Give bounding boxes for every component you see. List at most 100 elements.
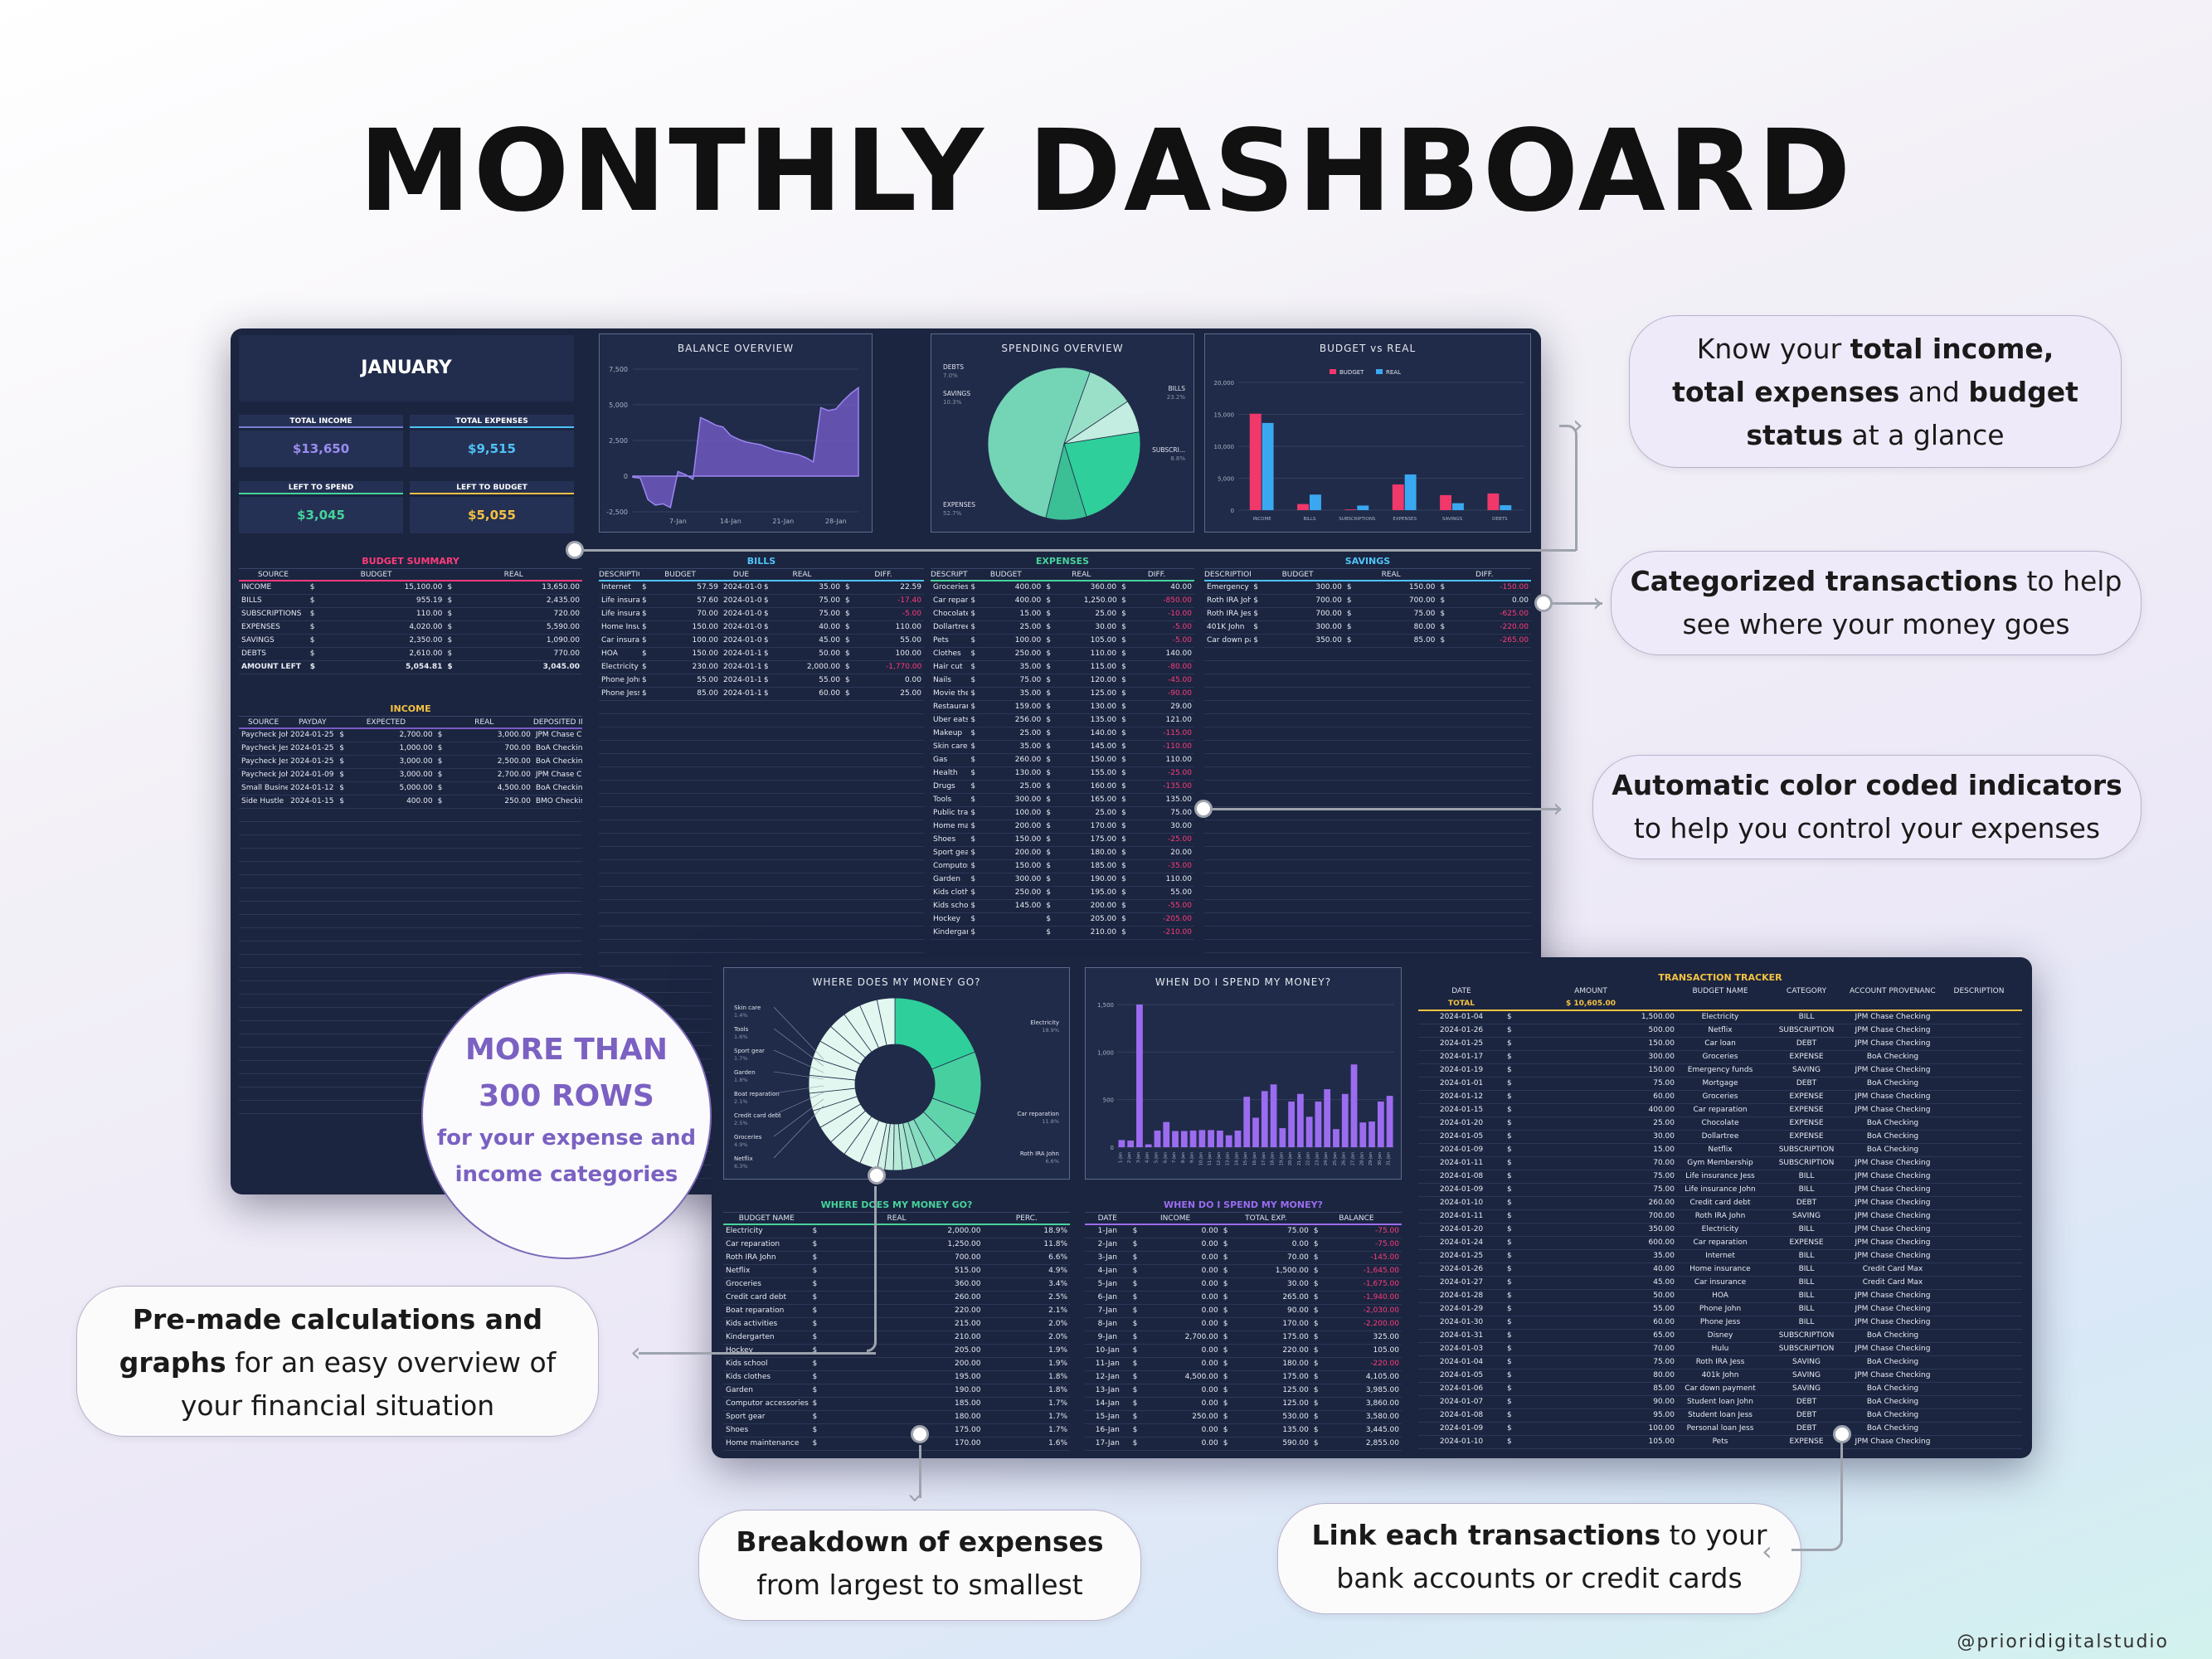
y-tick-label: 1,000 bbox=[1097, 1049, 1114, 1056]
table-cell: 0.00 bbox=[1484, 594, 1531, 608]
table-cell: 3,000.00 bbox=[386, 755, 435, 769]
table-cell: Home maintenance bbox=[931, 820, 969, 834]
table-row: 16-Jan $0.00 $135.00 $3,445.00 bbox=[1085, 1423, 1402, 1438]
table-cell: $ bbox=[1251, 594, 1298, 608]
table-row: Computor accessories$150.00$185.00$-35.0… bbox=[931, 859, 1194, 873]
day-bar bbox=[1136, 1005, 1143, 1147]
table-row: 2024-01-20 $25.00 Chocolate EXPENSE BoA Chec… bbox=[1418, 1117, 2022, 1131]
table-cell: 2024-01-17 bbox=[1418, 1050, 1505, 1064]
table-cell: Kids clothes bbox=[723, 1370, 810, 1384]
table-cell: JPM Chase Checking bbox=[1850, 1090, 1936, 1104]
table-cell: BoA Checking bbox=[532, 742, 582, 756]
table-cell: 2024-01-05 bbox=[721, 581, 761, 595]
table-cell bbox=[1936, 1289, 2022, 1303]
table-cell: $ bbox=[809, 1317, 897, 1331]
table-row: Life insurance John$70.002024-01-07$75.0… bbox=[599, 607, 924, 621]
table-cell bbox=[1936, 1316, 2022, 1330]
table-cell: 720.00 bbox=[513, 607, 582, 621]
table-cell: 145.00 bbox=[1081, 740, 1120, 754]
table-cell: $ bbox=[809, 1397, 897, 1411]
table-cell: $ bbox=[968, 793, 1006, 807]
table-cell: $ bbox=[1251, 634, 1298, 648]
day-bar bbox=[1172, 1131, 1179, 1147]
x-tick-label: SAVINGS bbox=[1442, 517, 1463, 522]
table-row: 2024-01-09 $15.00 Netflix SUBSCRIPTION BoA C… bbox=[1418, 1143, 2022, 1157]
table-cell: -5.00 bbox=[883, 607, 924, 621]
table-cell: $ bbox=[843, 607, 883, 621]
table-cell: Roth IRA John bbox=[1204, 594, 1252, 608]
x-tick-label: 27-Jan bbox=[1351, 1152, 1356, 1165]
table-cell: $ bbox=[809, 1291, 897, 1305]
table-cell: $ bbox=[761, 594, 802, 608]
table-cell: Life insurance Jess bbox=[1677, 1170, 1763, 1184]
table-cell: 2024-01-12 bbox=[721, 687, 761, 701]
table-cell: $ bbox=[1310, 1423, 1357, 1438]
table-row: Health $130.00 $155.00 $ -25.00 bbox=[931, 766, 1194, 781]
table-cell: $ bbox=[1043, 873, 1082, 887]
table-cell: 30.00 bbox=[1156, 820, 1194, 834]
column-header: DIFF. bbox=[843, 569, 924, 581]
table-cell: $ bbox=[968, 647, 1006, 661]
table-row: Home maintenance$200.00$170.00$30.00 bbox=[931, 820, 1194, 834]
table-cell: 3.4% bbox=[983, 1277, 1070, 1292]
table-cell: $ bbox=[1130, 1437, 1176, 1451]
table-cell: 500.00 bbox=[1591, 1024, 1677, 1038]
table-cell: 2024-01-09 bbox=[1418, 1422, 1505, 1436]
callout-bold: MORE THAN bbox=[465, 1033, 668, 1067]
table-cell: $ bbox=[1043, 753, 1082, 767]
x-tick-label: 8-Jan bbox=[1181, 1152, 1186, 1163]
slice-pct: 1.6% bbox=[734, 1034, 748, 1040]
table-cell: 195.00 bbox=[897, 1370, 984, 1384]
table-row: 2024-01-09 $75.00 Life insurance John BILL J… bbox=[1418, 1183, 2022, 1197]
table-cell: $ bbox=[1505, 1090, 1591, 1104]
table-cell: 40.00 bbox=[1156, 581, 1194, 595]
x-tick-label: 7-Jan bbox=[1172, 1152, 1177, 1163]
table-row: 8-Jan $0.00 $170.00 $ -2,200.00 bbox=[1085, 1317, 1402, 1331]
table-cell: BILL bbox=[1763, 1276, 1850, 1290]
table-cell: $ bbox=[968, 780, 1006, 794]
column-header: DESCRIPTION bbox=[931, 569, 969, 581]
table-row: 2024-01-07 $90.00 Student loan John DEBT BoA… bbox=[1418, 1395, 2022, 1409]
x-tick-label: 28-Jan bbox=[1359, 1152, 1364, 1165]
table-cell: 11-Jan bbox=[1085, 1357, 1130, 1371]
day-bar bbox=[1350, 1064, 1358, 1147]
table-cell: 16-Jan bbox=[1085, 1423, 1130, 1438]
table-cell: 215.00 bbox=[897, 1317, 984, 1331]
table-cell: 165.00 bbox=[1081, 793, 1120, 807]
table-cell: 55.00 bbox=[802, 674, 843, 688]
table-cell: 180.00 bbox=[1266, 1357, 1311, 1371]
table-cell: 10-Jan bbox=[1085, 1344, 1130, 1358]
table-cell: -1,940.00 bbox=[1356, 1291, 1402, 1305]
table-cell bbox=[1936, 1037, 2022, 1051]
table-cell bbox=[1936, 1342, 2022, 1356]
table-cell bbox=[1936, 1276, 2022, 1290]
kpi-value: $9,515 bbox=[410, 431, 574, 467]
table-cell: -25.00 bbox=[1156, 766, 1194, 781]
table-cell: EXPENSE bbox=[1763, 1103, 1850, 1117]
table-cell: 1.7% bbox=[983, 1423, 1070, 1438]
donut-slice bbox=[876, 997, 896, 1046]
table-cell: $ bbox=[307, 607, 377, 621]
column-header: BUDGET bbox=[307, 569, 445, 581]
table-cell: 1.9% bbox=[983, 1344, 1070, 1358]
table-cell: 2.5% bbox=[983, 1291, 1070, 1305]
connector-dot bbox=[1534, 594, 1553, 612]
table-cell: 260.00 bbox=[897, 1291, 984, 1305]
budget-summary-table: BUDGET SUMMARY SOURCE BUDGET REAL INCOME $15… bbox=[239, 554, 582, 674]
table-row: 2024-01-09 $100.00 Personal loan Jess DEBT B… bbox=[1418, 1422, 2022, 1436]
table-cell: JPM Chase Checking bbox=[532, 728, 582, 742]
slice-label: Electricity bbox=[1030, 1019, 1059, 1026]
slice-label: Sport gear bbox=[734, 1048, 765, 1054]
callout-bold: Pre-made calculations and bbox=[132, 1303, 543, 1335]
table-row: Computor accessories $185.00 1.7% bbox=[723, 1397, 1070, 1411]
table-cell bbox=[1936, 1077, 2022, 1091]
budget-summary-grid: SOURCE BUDGET REAL INCOME $15,100.00 $13,650.… bbox=[239, 569, 582, 674]
table-cell: EXPENSE bbox=[1763, 1090, 1850, 1104]
table-row: 2024-01-05 $30.00 Dollartree EXPENSE BoA Che… bbox=[1418, 1130, 2022, 1144]
table-cell: Roth IRA Jess bbox=[1677, 1355, 1763, 1370]
slice-pct: 2.5% bbox=[734, 1120, 748, 1126]
table-cell: 50.00 bbox=[802, 647, 843, 661]
x-tick-label: EXPENSES bbox=[1393, 517, 1417, 522]
table-cell: $ bbox=[1119, 806, 1157, 820]
table-cell: Mortgage bbox=[1677, 1077, 1763, 1091]
